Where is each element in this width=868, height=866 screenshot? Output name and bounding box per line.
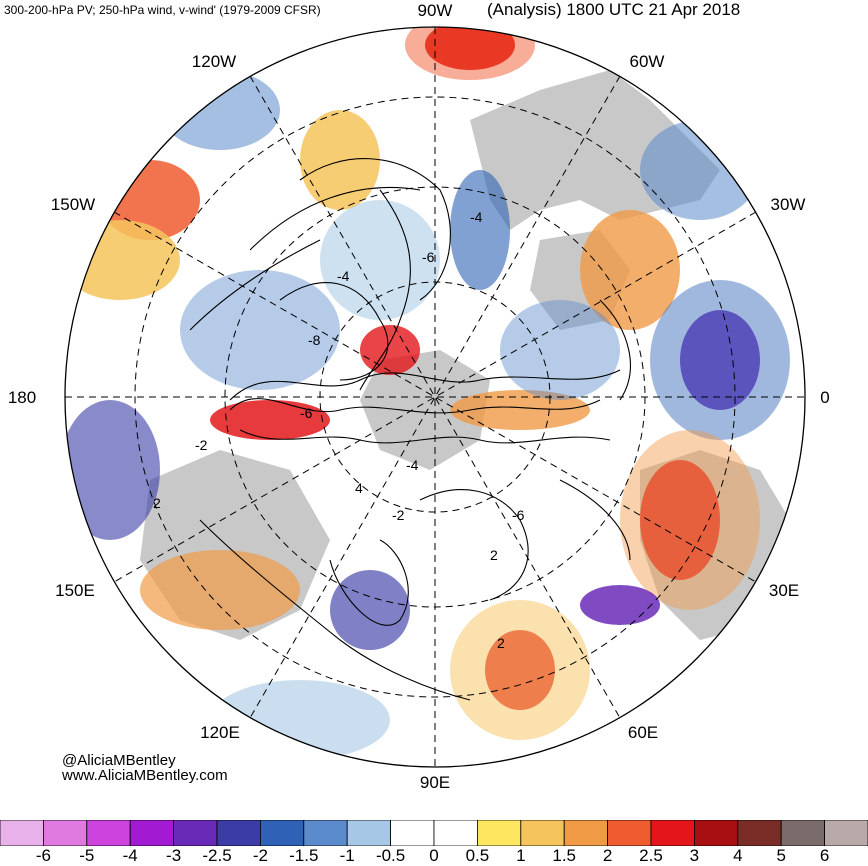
header-left-title: 300-200-hPa PV; 250-hPa wind, v-wind' (1…	[4, 3, 321, 17]
colorbar-swatch	[129, 820, 174, 846]
colorbar-tick-label: -2	[252, 846, 268, 865]
credit-handle: @AliciaMBentley	[62, 752, 176, 769]
lon-label-90e: 90E	[420, 773, 450, 792]
colorbar-swatch	[563, 820, 609, 846]
colorbar	[0, 820, 868, 846]
colorbar-tick-label: -6	[35, 846, 51, 865]
contour-label: -8	[308, 332, 321, 348]
contour-label: -2	[195, 437, 208, 453]
colorbar-tick-label: 3	[689, 846, 700, 865]
colorbar-swatch	[390, 820, 435, 846]
colorbar-swatch	[86, 820, 131, 846]
colorbar-tick-label: -5	[79, 846, 95, 865]
colorbar-swatch	[520, 820, 565, 846]
colorbar-tick-label: -1.5	[289, 846, 319, 865]
contour-label: 2	[490, 547, 498, 563]
contour-label: -2	[392, 507, 405, 523]
lon-label-180: 180	[8, 388, 36, 407]
colorbar-tick-label: 4	[733, 846, 743, 865]
colorbar-tick-label: 0.5	[465, 846, 490, 865]
colorbar-swatch	[303, 820, 348, 846]
lon-label-150w: 150W	[51, 195, 95, 214]
map-border	[64, 26, 806, 768]
contour-label: -4	[337, 268, 350, 284]
contour-labels: -4 -6 -8 -6 -2 2 -4 -2 -6 -4 2 2 4	[153, 209, 525, 651]
colorbar-swatch	[780, 820, 826, 846]
pv-contours	[189, 158, 631, 701]
colorbar-swatch	[737, 820, 782, 846]
colorbar-tick-label: -3	[166, 846, 182, 865]
contour-label: -4	[470, 209, 483, 225]
contour-label: 4	[355, 480, 363, 496]
lon-label-60e: 60E	[628, 723, 658, 742]
colorbar-swatch	[346, 820, 392, 846]
colorbar-tick-label: 6	[819, 846, 830, 865]
colorbar-swatch	[650, 820, 695, 846]
colorbar-swatch	[433, 820, 478, 846]
contour-label: -6	[422, 249, 435, 265]
map-field	[65, 27, 805, 767]
colorbar-tick-label: -0.5	[375, 846, 406, 865]
contour-label: 2	[153, 495, 161, 511]
colorbar-swatch	[43, 820, 88, 846]
colorbar-tick-label: 1	[516, 846, 526, 865]
graticule	[65, 27, 805, 767]
lon-label-60w: 60W	[630, 52, 665, 71]
colorbar-tick-label: 0	[429, 846, 439, 865]
colorbar-tick-label: 1.5	[552, 846, 577, 865]
contour-label: -6	[512, 507, 525, 523]
colorbar-tick-label: -1	[339, 846, 355, 865]
contour-label: -6	[300, 405, 313, 421]
lon-label-0: 0	[820, 388, 829, 407]
land-arctic-center	[360, 350, 490, 470]
colorbar-swatch	[173, 820, 218, 846]
colorbar-swatch	[216, 820, 261, 846]
longitude-labels: 90W 60W 30W 0 30E 60E 90E 120E 150E 180 …	[8, 1, 830, 792]
lon-label-150e: 150E	[55, 581, 95, 600]
colorbar-tick-label: 2	[602, 846, 613, 865]
colorbar-tick-label: 2.5	[639, 846, 663, 865]
colorbar-swatch	[607, 820, 652, 846]
colorbar-tick-label: -2.5	[202, 846, 232, 865]
polar-map: -4 -6 -8 -6 -2 2 -4 -2 -6 -4 2 2 4 90W 6…	[8, 1, 830, 792]
colorbar-swatch	[259, 820, 305, 846]
lon-label-90w: 90W	[418, 1, 453, 20]
credit-website: www.AliciaMBentley.com	[62, 767, 228, 784]
lon-label-30w: 30W	[771, 195, 806, 214]
lon-label-120w: 120W	[192, 52, 236, 71]
header-right-title: (Analysis) 1800 UTC 21 Apr 2018	[487, 0, 741, 19]
lon-label-30e: 30E	[769, 581, 799, 600]
contour-label: 2	[497, 635, 505, 651]
colorbar-swatch	[824, 820, 868, 846]
colorbar-swatch	[476, 820, 522, 846]
colorbar-tick-label: 5	[776, 846, 786, 865]
contour-label: -4	[406, 457, 419, 473]
lon-label-120e: 120E	[200, 723, 240, 742]
colorbar-tick-label: -4	[122, 846, 138, 865]
colorbar-swatch	[694, 820, 739, 846]
colorbar-swatch	[0, 820, 44, 846]
